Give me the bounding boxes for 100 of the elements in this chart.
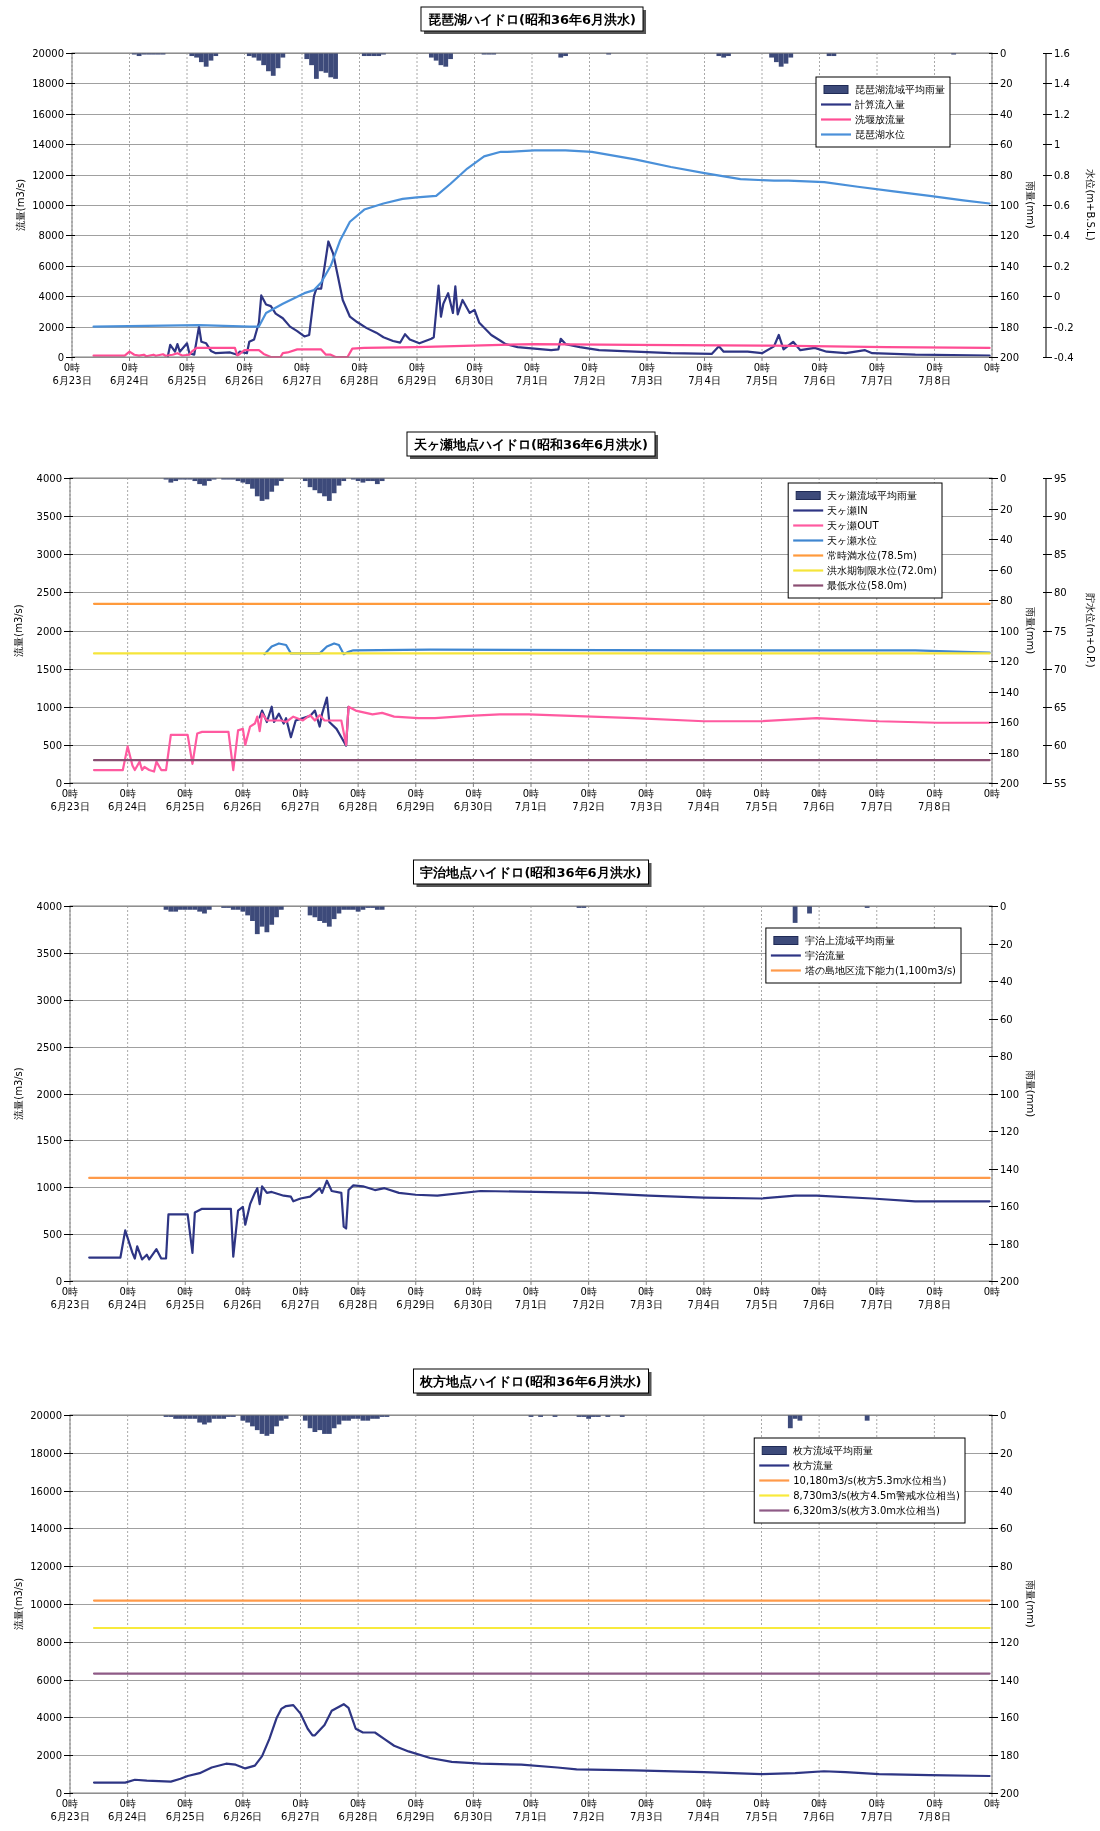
legend-label: 天ヶ瀬OUT — [827, 520, 880, 531]
x-tick-label: 0時 7月4日 — [687, 1286, 721, 1310]
x-tick-label: 0時 6月23日 — [50, 1286, 90, 1310]
y3-axis-title: 貯水位(m+O.P.) — [1084, 593, 1096, 668]
y-tick-label: 0 — [55, 778, 62, 789]
x-tick-label: 0時 7月6日 — [802, 788, 836, 812]
x-tick-label: 0時 6月25日 — [167, 362, 207, 386]
x-tick-label: 0時 7月2日 — [572, 788, 605, 812]
x-tick-label: 0時 6月27日 — [280, 788, 321, 812]
x-tick-label: 0時 7月1日 — [514, 1286, 548, 1310]
y2-tick-label: 40 — [1000, 109, 1013, 120]
y2-tick-label: 80 — [1000, 1051, 1013, 1062]
chart-title: 宇治地点ハイドロ(昭和36年6月洪水) — [420, 865, 642, 880]
y2-tick-label: 80 — [1000, 1561, 1013, 1572]
y-tick-label: 1000 — [36, 702, 62, 713]
x-tick-label: 0時 7月5日 — [745, 1286, 778, 1310]
x-tick-label: 0時 — [983, 1286, 1001, 1297]
y-tick-label: 1500 — [36, 664, 62, 675]
y2-tick-label: 100 — [1000, 626, 1020, 637]
x-tick-label: 0時 6月30日 — [454, 362, 495, 386]
x-tick-label: 0時 7月4日 — [688, 362, 721, 386]
x-tick-label: 0時 6月28日 — [338, 788, 378, 812]
y-axis-title: 流量(m3/s) — [14, 178, 26, 232]
y3-tick-label: 0.4 — [1054, 230, 1070, 241]
y-tick-label: 500 — [42, 1229, 62, 1240]
title: 枚方地点ハイドロ(昭和36年6月洪水) — [413, 1368, 652, 1396]
x-tick-label: 0時 6月28日 — [338, 1798, 378, 1822]
x-tick-label: 0時 7月7日 — [860, 362, 894, 386]
y3-tick-label: 1.6 — [1054, 48, 1070, 59]
title: 琵琶湖ハイドロ(昭和36年6月洪水) — [420, 6, 646, 34]
y-tick-label: 2000 — [36, 1750, 62, 1761]
x-tick-label: 0時 7月1日 — [514, 788, 548, 812]
y-tick-label: 0 — [57, 352, 64, 363]
x-tick-label: 0時 7月8日 — [918, 788, 951, 812]
legend-label: 洪水期制限水位(72.0m) — [827, 565, 938, 576]
y3-tick-label: 65 — [1054, 702, 1067, 713]
y2-tick-label: 180 — [1000, 1750, 1020, 1761]
y-tick-label: 16000 — [30, 1486, 62, 1497]
y2-tick-label: 0 — [1000, 473, 1007, 484]
y2-tick-label: 160 — [1000, 1201, 1020, 1212]
y-tick-label: 4000 — [38, 291, 64, 302]
y2-tick-label: 180 — [1000, 322, 1020, 333]
y-axis-title: 流量(m3/s) — [12, 1577, 24, 1631]
legend-label: 最低水位(58.0m) — [827, 580, 908, 591]
y2-tick-label: 0 — [1000, 48, 1007, 59]
y2-tick-label: 180 — [1000, 748, 1020, 759]
x-tick-label: 0時 6月27日 — [280, 1798, 321, 1822]
y2-tick-label: 140 — [1000, 1675, 1020, 1686]
y-tick-label: 1000 — [36, 1182, 62, 1193]
y-tick-label: 8000 — [38, 230, 64, 241]
x-tick-label: 0時 6月30日 — [453, 1798, 493, 1822]
y-tick-label: 3000 — [36, 549, 62, 560]
x-tick-label: 0時 6月29日 — [396, 788, 436, 812]
x-tick-label: 0時 6月27日 — [282, 362, 322, 386]
x-tick-label: 0時 7月5日 — [745, 788, 778, 812]
y-tick-label: 3000 — [36, 995, 62, 1006]
y-tick-label: 500 — [42, 740, 62, 751]
x-tick-label: 0時 7月4日 — [687, 788, 721, 812]
y-tick-label: 14000 — [32, 139, 64, 150]
x-tick-label: 0時 — [983, 788, 1001, 799]
y2-tick-label: 80 — [1000, 170, 1013, 181]
x-tick-label: 0時 6月24日 — [108, 788, 148, 812]
y2-tick-label: 40 — [1000, 534, 1013, 545]
x-tick-label: 0時 6月25日 — [165, 1286, 205, 1310]
y2-tick-label: 20 — [1000, 78, 1013, 89]
x-tick-label: 0時 6月25日 — [165, 1798, 205, 1822]
y2-tick-label: 120 — [1000, 1637, 1020, 1648]
y2-tick-label: 160 — [1000, 291, 1020, 302]
y3-tick-label: 55 — [1054, 778, 1067, 789]
y-tick-label: 12000 — [30, 1561, 62, 1572]
y-axis-title: 流量(m3/s) — [12, 604, 24, 657]
y2-axis-title: 雨量(mm) — [1024, 1580, 1036, 1628]
x-tick-label: 0時 7月6日 — [802, 1286, 836, 1310]
legend-label: 常時満水位(78.5m) — [827, 550, 918, 561]
x-tick-label: 0時 6月23日 — [50, 788, 90, 812]
y-tick-label: 4000 — [36, 901, 62, 912]
y2-tick-label: 140 — [1000, 687, 1020, 698]
x-tick-label: 0時 6月28日 — [338, 1286, 378, 1310]
x-tick-label: 0時 6月24日 — [108, 1798, 148, 1822]
y-tick-label: 4000 — [36, 473, 62, 484]
x-tick-label: 0時 6月24日 — [108, 1286, 148, 1310]
y2-tick-label: 160 — [1000, 717, 1020, 728]
y2-tick-label: 120 — [1000, 656, 1020, 667]
x-tick-label: 0時 6月27日 — [280, 1286, 321, 1310]
x-tick-label: 0時 6月30日 — [453, 788, 493, 812]
y3-tick-label: 60 — [1054, 740, 1067, 751]
x-tick-label: 0時 6月30日 — [453, 1286, 493, 1310]
x-tick-label: 0時 7月3日 — [629, 1798, 663, 1822]
y2-tick-label: 80 — [1000, 595, 1013, 606]
y-axis-title: 流量(m3/s) — [12, 1067, 24, 1120]
x-tick-label: 0時 7月7日 — [860, 788, 894, 812]
y3-tick-label: 75 — [1054, 626, 1067, 637]
y3-axis-title: 水位(m+B.S.L) — [1084, 169, 1096, 241]
y-tick-label: 2000 — [36, 1089, 62, 1100]
y-tick-label: 6000 — [36, 1675, 62, 1686]
x-tick-label: 0時 — [983, 1798, 1001, 1809]
y2-tick-label: 200 — [1000, 778, 1020, 789]
y-tick-label: 20000 — [32, 48, 64, 59]
x-tick-label: 0時 7月8日 — [918, 1286, 951, 1310]
y-tick-label: 14000 — [30, 1523, 62, 1534]
